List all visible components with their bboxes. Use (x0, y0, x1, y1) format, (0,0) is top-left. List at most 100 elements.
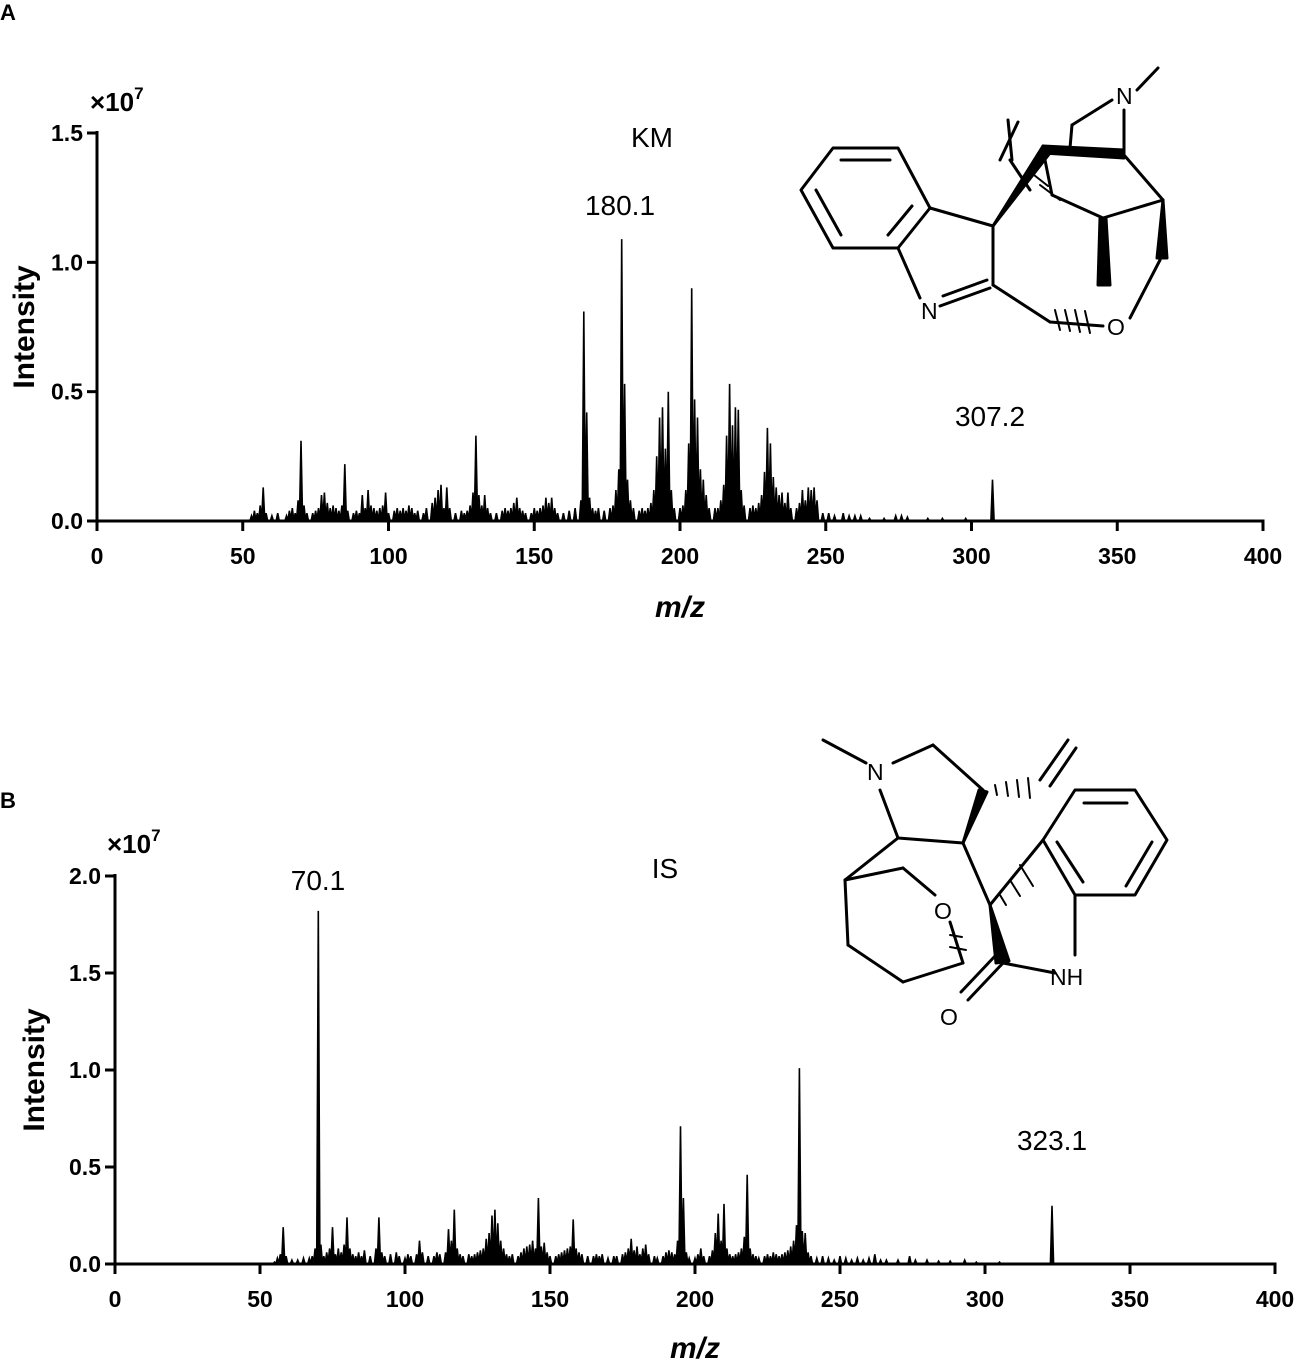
km-hash-line (1033, 174, 1049, 187)
km-bond (1070, 98, 1114, 127)
km-hash-line (1039, 184, 1061, 201)
panel-a-y-axis-title: Intensity (8, 265, 41, 389)
is-bond (843, 866, 905, 882)
is-vinyl (1038, 738, 1070, 782)
is-atom-o-carbonyl: O (940, 1004, 958, 1030)
is-bond (821, 738, 868, 765)
km-bond (991, 283, 1052, 324)
km-bond (1101, 198, 1165, 220)
is-wedge-bond (961, 788, 989, 845)
is-bond (843, 878, 850, 947)
panel-b-x-axis-title: m/z (670, 1332, 720, 1361)
km-bond (1050, 193, 1105, 220)
is-atom-o-ring: O (934, 898, 952, 924)
km-atom-o: O (1107, 314, 1125, 340)
km-bond (938, 286, 992, 308)
panel-a-x-tick-label: 250 (807, 543, 845, 569)
panel-b-x-tick-label: 400 (1256, 1286, 1294, 1312)
km-vinyl (998, 120, 1020, 162)
is-hash-line (1027, 777, 1031, 799)
panel-a-y-tick-label: 1.5 (51, 120, 83, 146)
panel-b-y-tick-label: 0.5 (69, 1154, 101, 1180)
panel-b-plot-area: 0 50 100 150 200 250 300 350 400 0.0 0.5 1.0 1.5 2.0 (69, 863, 1294, 1312)
panel-a-letter: A (0, 0, 16, 25)
km-bond (928, 206, 995, 228)
panel-b-y-tick-label: 0.0 (69, 1251, 101, 1277)
panel-a-plot-area: 0 50 100 150 200 250 300 350 400 0.0 0.5 1.0 1.5 (51, 120, 1282, 569)
panel-b-x-tick-label: 300 (966, 1286, 1004, 1312)
panel-b-x-tick-label: 250 (821, 1286, 859, 1312)
km-atom-n-imine: N (921, 298, 938, 324)
is-bond (961, 841, 992, 907)
is-wedge-bond (988, 903, 1011, 965)
km-bond (941, 278, 989, 298)
panel-b-y-tick-label: 1.5 (69, 960, 101, 986)
is-hash-line (994, 784, 998, 796)
km-double-bond (814, 188, 843, 237)
panel-a-x-tick-label: 150 (515, 543, 553, 569)
km-bond (1128, 258, 1162, 320)
is-double-bond (1055, 840, 1085, 884)
panel-b-y-multiplier: ×107 (107, 826, 161, 859)
panel-a-x-tick-label: 50 (230, 543, 256, 569)
km-bond (1122, 153, 1165, 202)
km-hash-line (1074, 309, 1081, 333)
panel-a-y-tick-label: 0.5 (51, 379, 83, 405)
panel-a-x-tick-label: 400 (1244, 543, 1282, 569)
panel-a-x-tick-label: 100 (369, 543, 407, 569)
panel-a-compound-label: KM (631, 122, 673, 153)
panel-b-x-tick-label: 200 (676, 1286, 714, 1312)
km-bond (1135, 66, 1160, 92)
is-double-bond (1124, 840, 1154, 888)
km-wedge-bond (1041, 144, 1126, 160)
is-hash-line (1019, 864, 1034, 887)
panel-a-x-tick-label: 200 (661, 543, 699, 569)
is-carbonyl (966, 961, 1005, 1002)
is-vinyl (1048, 746, 1078, 788)
panel-a-x-tick-label: 350 (1098, 543, 1136, 569)
is-bond (891, 743, 935, 765)
panel-b-letter: B (0, 788, 16, 813)
panel-b-x-tick-label: 0 (109, 1286, 122, 1312)
panel-b-y-tick-label: 2.0 (69, 863, 101, 889)
is-bond (843, 836, 900, 882)
panel-a-x-tick-label: 0 (91, 543, 104, 569)
panel-a-y-multiplier: ×107 (90, 84, 144, 117)
is-hash-line (1016, 779, 1020, 798)
is-bond (988, 838, 1045, 907)
km-hash-bond (1033, 174, 1091, 334)
km-hash-line (1054, 309, 1061, 331)
panel-b-chart: B ×107 Intensity m/z IS 70.1 323.1 0 50 10… (0, 738, 1294, 1361)
km-hash-line (1064, 309, 1071, 332)
panel-b-y-tick-label: 1.0 (69, 1057, 101, 1083)
km-double-bond (886, 204, 914, 237)
panel-a-peak-label-180: 180.1 (585, 190, 655, 221)
is-bond (901, 961, 965, 984)
is-atom-n: N (867, 759, 884, 785)
km-atom-n-amine: N (1116, 83, 1133, 109)
is-bond (896, 836, 965, 845)
km-hash-line (1084, 310, 1091, 334)
is-benzene-ring (1041, 788, 1169, 897)
panel-a-chart: A ×107 Intensity m/z KM 180.1 307.2 0 50 1… (0, 0, 1282, 624)
is-structure: N O NH O (821, 738, 1169, 1030)
panel-b-spectrum-trace (260, 910, 1275, 1265)
panel-b-x-tick-label: 50 (247, 1286, 273, 1312)
panel-a-y-tick-label: 0.0 (51, 508, 83, 534)
panel-a-peak-label-307: 307.2 (955, 401, 1025, 432)
is-bond (901, 866, 937, 897)
km-structure: N N O (799, 66, 1169, 340)
is-hash-line (999, 894, 1007, 906)
panel-a-x-tick-label: 300 (952, 543, 990, 569)
is-hash-line (1005, 781, 1009, 797)
is-hash-line (1009, 879, 1021, 897)
km-bond (1068, 123, 1074, 150)
is-bond (948, 920, 965, 965)
km-wedge-bond (1096, 216, 1112, 287)
is-bond (846, 943, 905, 984)
panel-b-y-axis-title: Intensity (18, 1008, 51, 1132)
is-hash-line (949, 934, 963, 938)
panel-a-x-axis-title: m/z (655, 591, 705, 624)
is-bond (878, 788, 900, 840)
